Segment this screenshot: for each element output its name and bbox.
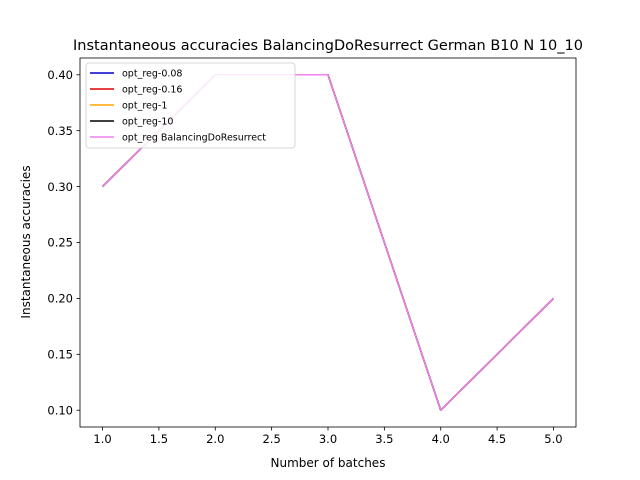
legend-label-1: opt_reg-0.08 [122, 69, 182, 80]
x-tick-label: 1.0 [93, 432, 111, 446]
y-tick-label: 0.30 [47, 180, 73, 194]
y-tick-label: 0.15 [47, 348, 73, 362]
legend-label-4: opt_reg-10 [122, 117, 173, 128]
y-axis-label: Instantaneous accuracies [19, 165, 33, 318]
x-tick-label: 2.5 [262, 432, 280, 446]
x-tick-label: 1.5 [150, 432, 168, 446]
legend-label-5: opt_reg BalancingDoResurrect [122, 133, 266, 144]
x-tick-label: 5.0 [544, 432, 562, 446]
legend: opt_reg-0.08 opt_reg-0.16 opt_reg-1 opt_reg… [85, 62, 296, 149]
x-axis-label: Number of batches [271, 456, 386, 470]
x-tick-label: 3.5 [375, 432, 393, 446]
plot-area: 1.0 1.5 2.0 2.5 3.0 3.5 4.0 4.5 5.0 0.10 0.15 0.20 0… [47, 57, 577, 446]
legend-box [85, 62, 296, 149]
y-tick-label: 0.35 [47, 124, 73, 138]
y-tick-label: 0.20 [47, 292, 73, 306]
x-tick-label: 3.0 [319, 432, 337, 446]
y-tick-label: 0.40 [47, 68, 73, 82]
x-tick-label: 2.0 [206, 432, 224, 446]
legend-label-3: opt_reg-1 [122, 101, 167, 112]
y-tick-label: 0.10 [47, 403, 73, 417]
legend-label-2: opt_reg-0.16 [122, 85, 182, 96]
chart-title: Instantaneous accuracies BalancingDoResu… [73, 38, 583, 54]
x-tick-label: 4.0 [432, 432, 450, 446]
y-tick-label: 0.25 [47, 236, 73, 250]
x-tick-label: 4.5 [488, 432, 506, 446]
